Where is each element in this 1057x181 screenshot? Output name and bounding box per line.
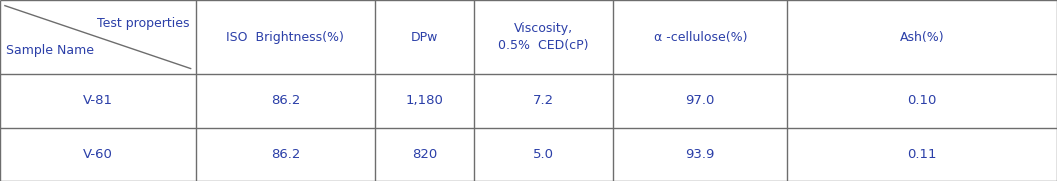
Text: Ash(%): Ash(%)	[900, 31, 945, 44]
Text: α -cellulose(%): α -cellulose(%)	[653, 31, 747, 44]
Text: 0.11: 0.11	[908, 148, 937, 161]
Text: V-81: V-81	[82, 94, 113, 107]
Text: V-60: V-60	[82, 148, 113, 161]
Text: 5.0: 5.0	[533, 148, 554, 161]
Text: ISO  Brightness(%): ISO Brightness(%)	[226, 31, 345, 44]
Text: 820: 820	[412, 148, 437, 161]
Text: Test properties: Test properties	[96, 17, 189, 30]
Text: DPw: DPw	[411, 31, 438, 44]
Text: 1,180: 1,180	[406, 94, 443, 107]
Text: 86.2: 86.2	[271, 148, 300, 161]
Text: 86.2: 86.2	[271, 94, 300, 107]
Text: 93.9: 93.9	[686, 148, 715, 161]
Text: Viscosity,
0.5%  CED(cP): Viscosity, 0.5% CED(cP)	[498, 22, 589, 52]
Text: 97.0: 97.0	[686, 94, 715, 107]
Text: 7.2: 7.2	[533, 94, 554, 107]
Text: Sample Name: Sample Name	[6, 44, 94, 57]
Text: 0.10: 0.10	[908, 94, 937, 107]
